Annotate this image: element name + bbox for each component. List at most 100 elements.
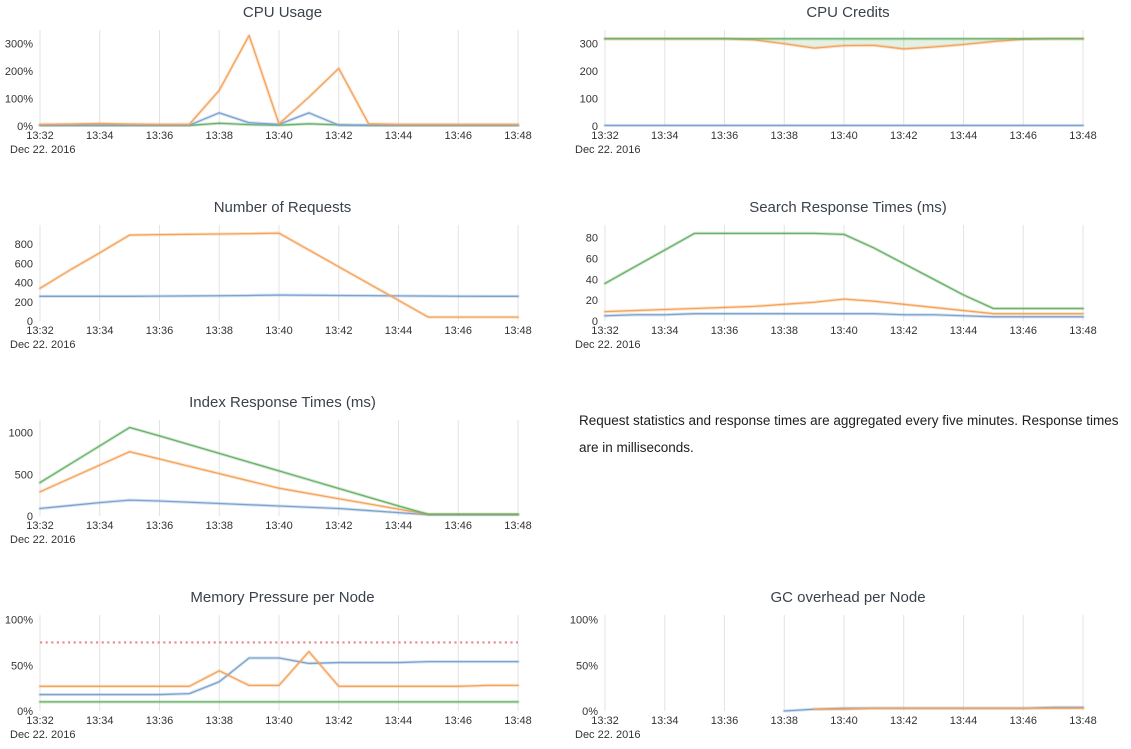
chart-index-response-times: Index Response Times (ms) 13:32 13:34 13:3… [0, 390, 565, 555]
svg-text:200%: 200% [5, 66, 33, 78]
svg-text:Dec 22. 2016: Dec 22. 2016 [10, 534, 75, 546]
svg-text:0: 0 [27, 316, 33, 328]
svg-text:13:38: 13:38 [770, 130, 798, 142]
svg-text:13:46: 13:46 [444, 325, 472, 337]
svg-text:0%: 0% [17, 121, 33, 133]
svg-text:0%: 0% [582, 706, 598, 718]
svg-text:13:40: 13:40 [830, 715, 858, 727]
svg-text:40: 40 [586, 274, 598, 286]
svg-text:13:36: 13:36 [146, 325, 174, 337]
svg-text:13:40: 13:40 [265, 520, 293, 532]
svg-text:13:40: 13:40 [265, 325, 293, 337]
svg-text:13:40: 13:40 [265, 130, 293, 142]
chart-memory-pressure-per-node: Memory Pressure per Node 13:32 13:34 13:36… [0, 585, 565, 741]
svg-text:13:34: 13:34 [651, 325, 679, 337]
chart-title-search-response-times: Search Response Times (ms) [749, 199, 947, 216]
svg-text:800: 800 [15, 239, 33, 251]
svg-text:13:38: 13:38 [205, 520, 233, 532]
svg-text:60: 60 [586, 253, 598, 265]
svg-text:Dec 22. 2016: Dec 22. 2016 [10, 339, 75, 351]
chart-title-memory-pressure: Memory Pressure per Node [190, 589, 375, 606]
svg-text:13:46: 13:46 [1009, 130, 1037, 142]
svg-text:20: 20 [586, 295, 598, 307]
svg-text:13:44: 13:44 [385, 715, 413, 727]
svg-text:100%: 100% [5, 615, 33, 627]
aggregation-note: Request statistics and response times ar… [565, 390, 1131, 555]
chart-plot-memory-pressure: 13:32 13:34 13:36 13:38 13:40 13:42 13:44 13:46… [0, 609, 565, 749]
svg-text:100%: 100% [5, 94, 33, 106]
svg-text:13:46: 13:46 [444, 520, 472, 532]
svg-text:13:36: 13:36 [711, 130, 739, 142]
svg-text:50%: 50% [11, 660, 33, 672]
svg-text:13:38: 13:38 [770, 325, 798, 337]
svg-text:13:34: 13:34 [86, 130, 114, 142]
chart-title-cpu-credits: CPU Credits [806, 4, 890, 21]
svg-text:13:36: 13:36 [146, 520, 174, 532]
svg-text:13:48: 13:48 [504, 325, 532, 337]
svg-text:13:44: 13:44 [385, 325, 413, 337]
svg-text:13:34: 13:34 [86, 520, 114, 532]
svg-text:13:42: 13:42 [325, 520, 353, 532]
svg-text:13:46: 13:46 [1009, 715, 1037, 727]
svg-text:13:36: 13:36 [146, 715, 174, 727]
svg-text:13:36: 13:36 [146, 130, 174, 142]
svg-text:300%: 300% [5, 39, 33, 51]
svg-text:13:38: 13:38 [205, 130, 233, 142]
chart-plot-number-of-requests: 13:32 13:34 13:36 13:38 13:40 13:42 13:44 13:46… [0, 219, 565, 359]
svg-text:200: 200 [580, 66, 598, 78]
svg-text:13:44: 13:44 [950, 130, 978, 142]
svg-text:13:44: 13:44 [385, 520, 413, 532]
svg-text:13:42: 13:42 [890, 130, 918, 142]
svg-text:13:40: 13:40 [265, 715, 293, 727]
svg-text:1000: 1000 [9, 428, 33, 440]
svg-text:13:32: 13:32 [26, 130, 54, 142]
chart-gc-overhead-per-node: GC overhead per Node 13:32 13:34 13:36 13:3… [565, 585, 1131, 741]
svg-text:13:32: 13:32 [591, 715, 619, 727]
svg-text:13:32: 13:32 [591, 130, 619, 142]
svg-text:13:42: 13:42 [325, 130, 353, 142]
svg-text:13:42: 13:42 [325, 715, 353, 727]
svg-text:13:32: 13:32 [26, 715, 54, 727]
svg-text:13:38: 13:38 [205, 325, 233, 337]
chart-title-index-response-times: Index Response Times (ms) [189, 394, 376, 411]
svg-text:13:42: 13:42 [325, 325, 353, 337]
chart-plot-cpu-usage: 13:32 13:34 13:36 13:38 13:40 13:42 13:44 13:46… [0, 24, 565, 164]
svg-text:13:48: 13:48 [1069, 130, 1097, 142]
svg-text:13:34: 13:34 [651, 715, 679, 727]
svg-text:13:34: 13:34 [651, 130, 679, 142]
chart-title-cpu-usage: CPU Usage [242, 4, 323, 21]
svg-text:100: 100 [580, 94, 598, 106]
svg-text:500: 500 [15, 469, 33, 481]
svg-text:13:46: 13:46 [444, 715, 472, 727]
svg-text:Dec 22. 2016: Dec 22. 2016 [575, 339, 640, 351]
svg-text:13:42: 13:42 [890, 715, 918, 727]
svg-text:13:48: 13:48 [1069, 715, 1097, 727]
svg-text:13:44: 13:44 [950, 715, 978, 727]
svg-text:13:46: 13:46 [444, 130, 472, 142]
svg-text:13:40: 13:40 [830, 325, 858, 337]
svg-text:400: 400 [15, 278, 33, 290]
svg-text:13:46: 13:46 [1009, 325, 1037, 337]
svg-text:0%: 0% [17, 706, 33, 718]
svg-text:13:36: 13:36 [711, 715, 739, 727]
chart-cpu-credits: CPU Credits 13:32 13:34 13:36 13:38 13:40 13:… [565, 0, 1131, 165]
svg-text:Dec 22. 2016: Dec 22. 2016 [575, 729, 640, 741]
svg-text:0: 0 [592, 316, 598, 328]
svg-text:Dec 22. 2016: Dec 22. 2016 [10, 144, 75, 156]
svg-text:0: 0 [592, 121, 598, 133]
svg-text:13:48: 13:48 [504, 130, 532, 142]
svg-text:100%: 100% [570, 615, 598, 627]
svg-text:Dec 22. 2016: Dec 22. 2016 [575, 144, 640, 156]
chart-plot-cpu-credits: 13:32 13:34 13:36 13:38 13:40 13:42 13:44 13:46… [565, 24, 1130, 164]
svg-text:13:36: 13:36 [711, 325, 739, 337]
chart-search-response-times: Search Response Times (ms) 13:32 13:34 13:… [565, 195, 1131, 360]
svg-text:13:32: 13:32 [26, 325, 54, 337]
svg-text:600: 600 [15, 258, 33, 270]
svg-text:13:48: 13:48 [1069, 325, 1097, 337]
svg-text:13:38: 13:38 [770, 715, 798, 727]
svg-text:13:38: 13:38 [205, 715, 233, 727]
aggregation-note-text: Request statistics and response times ar… [579, 413, 1119, 455]
svg-text:13:34: 13:34 [86, 715, 114, 727]
svg-text:13:34: 13:34 [86, 325, 114, 337]
